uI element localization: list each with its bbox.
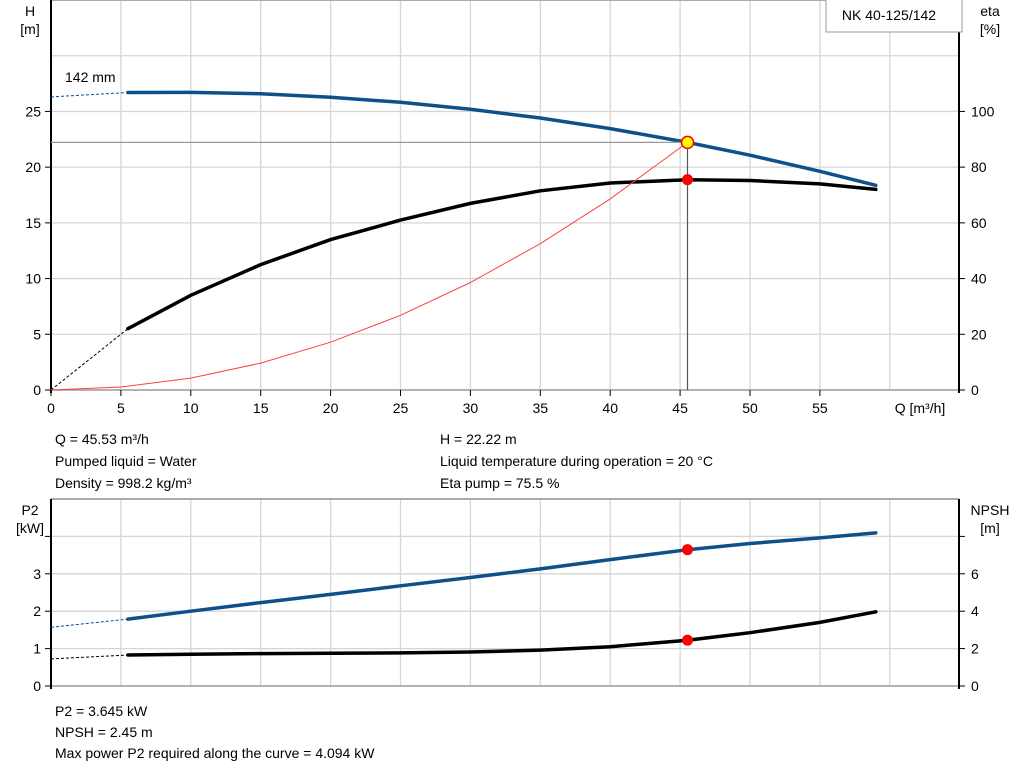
upper-left-tick-label: 25 bbox=[25, 103, 41, 119]
x-tick-label: 10 bbox=[183, 400, 199, 416]
info-max-power: Max power P2 required along the curve = … bbox=[55, 745, 375, 761]
info-density: Density = 998.2 kg/m³ bbox=[55, 475, 192, 491]
x-tick-label: 5 bbox=[117, 400, 125, 416]
lower-right-tick-label: 2 bbox=[971, 641, 979, 657]
upper-left-tick-label: 15 bbox=[25, 215, 41, 231]
upper-right-tick-label: 80 bbox=[971, 159, 987, 175]
h-extrapolated-line bbox=[50, 92, 128, 98]
npsh-duty-point bbox=[682, 634, 694, 646]
info-liquid: Pumped liquid = Water bbox=[55, 453, 197, 469]
lower-left-axis-title: P2 bbox=[21, 502, 38, 518]
p2-duty-point bbox=[682, 544, 694, 556]
x-tick-label: 20 bbox=[323, 400, 339, 416]
upper-right-axis-title: eta bbox=[980, 3, 1000, 19]
lower-right-axis-unit: [m] bbox=[980, 520, 999, 536]
upper-right-tick-label: 60 bbox=[971, 215, 987, 231]
upper-right-tick-label: 100 bbox=[971, 103, 995, 119]
upper-left-axis-title: H bbox=[25, 3, 35, 19]
upper-right-tick-label: 0 bbox=[971, 382, 979, 398]
lower-left-axis-unit: [kW] bbox=[16, 520, 44, 536]
lower-right-axis-title: NPSH bbox=[971, 502, 1010, 518]
upper-right-tick-label: 40 bbox=[971, 271, 987, 287]
upper-left-axis-unit: [m] bbox=[20, 21, 39, 37]
lower-left-tick-label: 0 bbox=[33, 678, 41, 694]
lower-right-tick-label: 6 bbox=[971, 566, 979, 582]
legend-box bbox=[825, 0, 963, 33]
x-tick-label: 15 bbox=[253, 400, 269, 416]
lower-right-tick-label: 0 bbox=[971, 678, 979, 694]
upper-left-tick-label: 10 bbox=[25, 271, 41, 287]
upper-right-axis-unit: [%] bbox=[980, 21, 1000, 37]
info-eta: Eta pump = 75.5 % bbox=[440, 475, 560, 491]
x-tick-label: 40 bbox=[602, 400, 618, 416]
eta-curve bbox=[126, 177, 878, 331]
info-npsh: NPSH = 2.45 m bbox=[55, 724, 153, 740]
p2-extrapolated-line bbox=[50, 618, 128, 628]
lower-left-tick-label: 2 bbox=[33, 603, 41, 619]
info-q: Q = 45.53 m³/h bbox=[55, 431, 149, 447]
x-tick-label: 50 bbox=[742, 400, 758, 416]
x-tick-label: 35 bbox=[533, 400, 549, 416]
legend-text: NK 40-125/142 bbox=[842, 7, 936, 23]
upper-left-tick-label: 5 bbox=[33, 326, 41, 342]
lower-right-tick-label: 4 bbox=[971, 603, 979, 619]
head-duty-point bbox=[680, 135, 695, 150]
x-tick-label: 25 bbox=[393, 400, 409, 416]
upper-right-tick-label: 20 bbox=[971, 326, 987, 342]
eta-extrapolated-line bbox=[50, 328, 129, 391]
lower-left-tick-label: 3 bbox=[33, 566, 41, 582]
x-tick-label: 30 bbox=[463, 400, 479, 416]
eta-duty-point bbox=[682, 174, 694, 186]
p2-curve bbox=[126, 531, 878, 621]
npsh-curve bbox=[126, 610, 878, 657]
npsh-extrapolated-line bbox=[50, 654, 128, 660]
impeller-diameter-label: 142 mm bbox=[65, 69, 116, 85]
lower-left-tick-label: 1 bbox=[33, 641, 41, 657]
system-curve-curve bbox=[50, 141, 688, 391]
info-p2: P2 = 3.645 kW bbox=[55, 703, 148, 719]
upper-left-tick-label: 20 bbox=[25, 159, 41, 175]
info-h: H = 22.22 m bbox=[440, 431, 517, 447]
info-temp: Liquid temperature during operation = 20… bbox=[440, 453, 713, 469]
h-curve bbox=[126, 90, 878, 188]
x-tick-label: 0 bbox=[47, 400, 55, 416]
x-tick-label: 55 bbox=[812, 400, 828, 416]
x-axis-title: Q [m³/h] bbox=[895, 400, 946, 416]
x-tick-label: 45 bbox=[672, 400, 688, 416]
upper-left-tick-label: 0 bbox=[33, 382, 41, 398]
